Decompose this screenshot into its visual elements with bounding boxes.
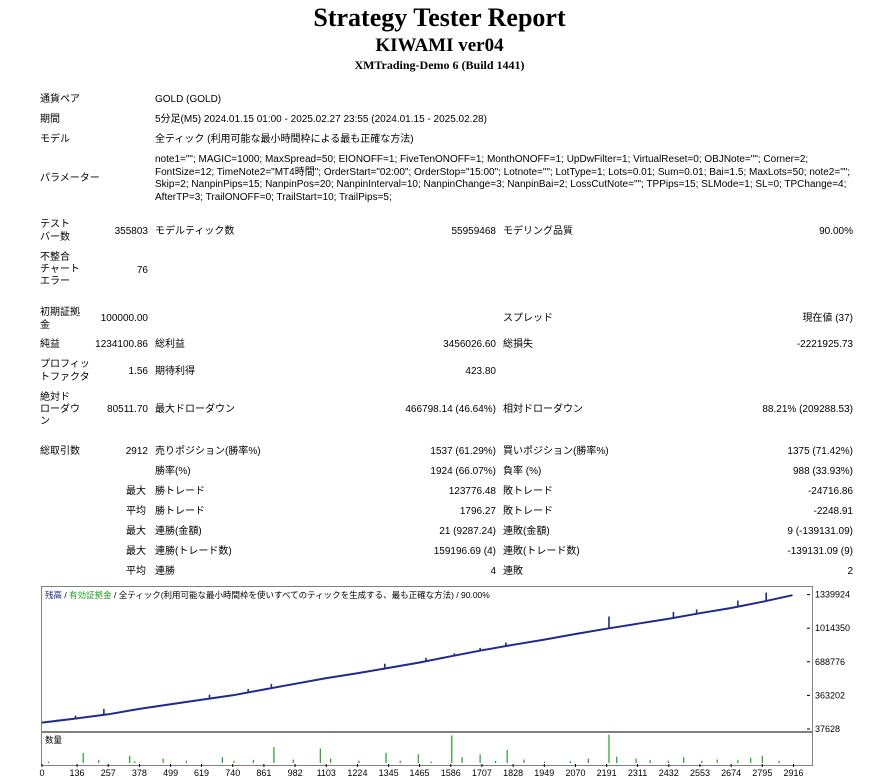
max-cons-count-prefix: 最大 [126, 546, 146, 557]
max-cons-money-prefix: 最大 [126, 526, 146, 537]
bars-value: 355803 [114, 226, 148, 237]
cons-wins-money-value: 21 (9287.24) [439, 526, 496, 537]
maxdd-label: 最大ドローダウン [155, 404, 235, 415]
loss-value: 988 (33.93%) [792, 466, 853, 477]
avg-loss-value: -2248.91 [813, 506, 853, 517]
server-name: XMTrading-Demo 6 (Build 1441) [354, 58, 525, 72]
balance-chart-frame [41, 586, 813, 732]
symbol-label: 通貨ペア [40, 94, 80, 105]
largest-win-label: 勝トレード [155, 486, 205, 497]
period-value: 5分足(M5) 2024.01.15 01:00 - 2025.02.27 23… [155, 114, 487, 125]
loss-label: 負率 (%) [503, 466, 542, 477]
cons-losses-count-label: 連敗(トレード数) [503, 546, 580, 557]
cons-losses-money-value: 9 (-139131.09) [787, 526, 853, 537]
largest-prefix: 最大 [126, 486, 146, 497]
expected-value: 423.80 [465, 366, 496, 377]
deposit-label-2: 金 [40, 320, 50, 331]
pf-label-1: プロフィッ [40, 359, 90, 370]
absdd-label-2: ローダウ [40, 404, 80, 415]
avg-cons-prefix: 平均 [126, 566, 146, 577]
mismatch-value: 76 [136, 265, 148, 276]
params-value: note1=""; MAGIC=1000; MaxSpread=50; EION… [155, 154, 851, 203]
largest-loss-label: 敗トレード [503, 486, 553, 497]
period-label: 期間 [40, 114, 60, 125]
legend-model: 全ティック(利用可能な最小時間枠を使いすべてのティックを生成する、最も正確な方法… [119, 590, 491, 600]
long-value: 1375 (71.42%) [787, 446, 853, 457]
legend-sep1: / [62, 590, 69, 600]
cons-losses-count-value: -139131.09 (9) [787, 546, 853, 557]
avg-cons-losses-value: 2 [847, 566, 853, 577]
y-tick-label: 1339924 [815, 590, 850, 600]
deposit-label-1: 初期証拠 [40, 307, 80, 318]
ea-name: KIWAMI ver04 [375, 35, 504, 56]
pf-value: 1.56 [128, 366, 148, 377]
balance-line [41, 594, 793, 724]
avg-cons-wins-value: 4 [490, 566, 496, 577]
quality-value: 90.00% [819, 226, 853, 237]
spread-label: スプレッド [503, 313, 553, 324]
legend-equity: 有効証拠金 [69, 590, 112, 600]
cons-wins-money-label: 連勝(金額) [155, 526, 202, 537]
ticks-value: 55959468 [451, 226, 497, 237]
chart-legend: 残高 / 有効証拠金 / 全ティック(利用可能な最小時間枠を使いすべてのティック… [45, 590, 490, 600]
expected-label: 期待利得 [155, 366, 195, 377]
model-value: 全ティック (利用可能な最小時間枠による最も正確な方法) [155, 134, 414, 145]
absdd-label-3: ン [40, 416, 50, 427]
avg-win-label: 勝トレード [155, 506, 205, 517]
bars-label-2: バー数 [40, 232, 70, 243]
net-value: 1234100.86 [95, 339, 148, 350]
average-prefix: 平均 [126, 506, 146, 517]
y-tick-label: 363202 [815, 690, 845, 700]
bars-label-1: テスト [40, 219, 70, 230]
report-title: Strategy Tester Report [313, 3, 566, 32]
mismatch-label-3: エラー [40, 276, 70, 287]
legend-sep2: / [112, 590, 119, 600]
avg-win-value: 1796.27 [459, 506, 496, 517]
deposit-value: 100000.00 [100, 313, 148, 324]
gross-profit-label: 総利益 [155, 339, 185, 350]
reldd-label: 相対ドローダウン [503, 404, 583, 415]
cons-losses-money-label: 連敗(金額) [503, 526, 550, 537]
cons-wins-count-value: 159196.69 (4) [433, 546, 496, 557]
quality-label: モデリング品質 [503, 226, 573, 237]
y-tick-label: 37628 [815, 724, 840, 734]
gross-loss-label: 総損失 [503, 339, 533, 350]
cons-wins-count-label: 連勝(トレード数) [155, 546, 232, 557]
ticks-label: モデルティック数 [155, 226, 235, 237]
symbol-value: GOLD (GOLD) [155, 94, 222, 105]
net-label: 純益 [40, 339, 60, 350]
trades-value: 2912 [125, 446, 148, 457]
params-label: パラメーター [40, 173, 100, 184]
maxdd-value: 466798.14 (46.64%) [405, 404, 496, 415]
gross-loss-value: -2221925.73 [796, 339, 853, 350]
avg-cons-losses-label: 連敗 [503, 566, 523, 577]
largest-loss-value: -24716.86 [807, 486, 853, 497]
volume-chart-frame [41, 732, 813, 766]
avg-loss-label: 敗トレード [503, 506, 553, 517]
gross-profit-value: 3456026.60 [443, 339, 496, 350]
model-label: モデル [40, 134, 70, 145]
win-value: 1924 (66.07%) [430, 466, 496, 477]
reldd-value: 88.21% (209288.53) [762, 404, 853, 415]
trades-label: 総取引数 [40, 446, 80, 457]
mismatch-label-1: 不整合 [40, 252, 70, 263]
avg-cons-wins-label: 連勝 [155, 566, 175, 577]
spread-value: 現在値 (37) [802, 313, 853, 324]
win-label: 勝率(%) [155, 466, 191, 477]
y-tick-label: 1014350 [815, 623, 850, 633]
absdd-value: 80511.70 [107, 404, 148, 415]
long-label: 買いポジション(勝率%) [503, 446, 609, 457]
y-tick-label: 688776 [815, 657, 845, 667]
pf-label-2: トファクタ [40, 372, 90, 383]
mismatch-label-2: チャート [40, 264, 80, 275]
absdd-label-1: 絶対ド [40, 392, 70, 403]
largest-win-value: 123776.48 [448, 486, 496, 497]
short-label: 売りポジション(勝率%) [155, 446, 261, 457]
legend-balance: 残高 [45, 590, 62, 600]
short-value: 1537 (61.29%) [430, 446, 496, 457]
